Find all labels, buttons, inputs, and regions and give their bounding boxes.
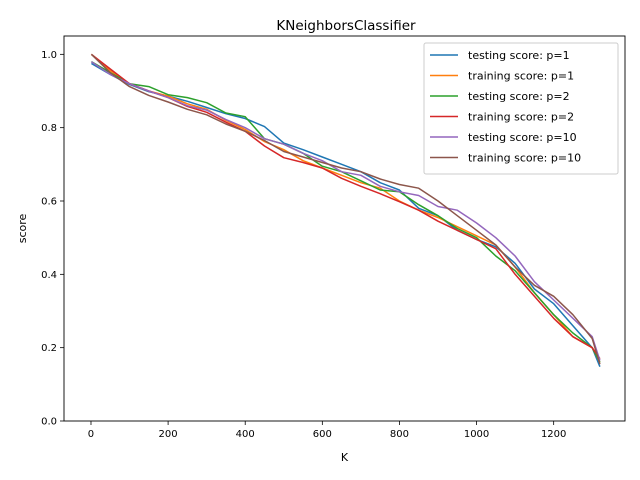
x-tick-label: 1200 (541, 429, 566, 440)
legend-label-2: testing score: p=2 (468, 90, 570, 103)
legend-label-0: testing score: p=1 (468, 49, 570, 62)
plot-area (63, 35, 626, 422)
series-line-4 (90, 61, 601, 361)
x-tick-label: 800 (390, 429, 409, 440)
series-line-5 (90, 53, 601, 365)
y-tick-label: 0.0 (41, 417, 57, 428)
y-tick-label: 0.6 (41, 197, 57, 208)
x-tick-label: 200 (159, 429, 178, 440)
x-tick-label: 400 (236, 429, 255, 440)
y-tick-label: 1.0 (41, 50, 57, 61)
legend-label-3: training score: p=2 (468, 111, 574, 124)
legend-box (423, 42, 619, 175)
legend-label-4: testing score: p=10 (468, 131, 577, 144)
y-tick-label: 0.2 (41, 343, 57, 354)
y-tick-label: 0.4 (41, 270, 57, 281)
y-tick-label: 0.8 (41, 123, 57, 134)
x-tick-label: 0 (88, 429, 94, 440)
x-axis: 0 200 400 600 800 1000 1200 (88, 421, 566, 440)
chart-title: KNeighborsClassifier (276, 18, 416, 34)
y-axis: 0.0 0.2 0.4 0.6 0.8 1.0 (41, 50, 64, 428)
series-lines (90, 53, 601, 367)
x-axis-label: K (341, 451, 349, 464)
legend-label-5: training score: p=10 (468, 152, 581, 165)
legend: testing score: p=1 training score: p=1 tes… (423, 42, 619, 175)
y-axis-label: score (16, 213, 29, 243)
x-tick-label: 600 (313, 429, 332, 440)
series-line-2 (91, 61, 601, 363)
x-tick-label: 1000 (464, 429, 489, 440)
plot-frame (63, 35, 626, 422)
legend-label-1: training score: p=1 (468, 70, 574, 83)
series-line-1 (90, 53, 601, 363)
